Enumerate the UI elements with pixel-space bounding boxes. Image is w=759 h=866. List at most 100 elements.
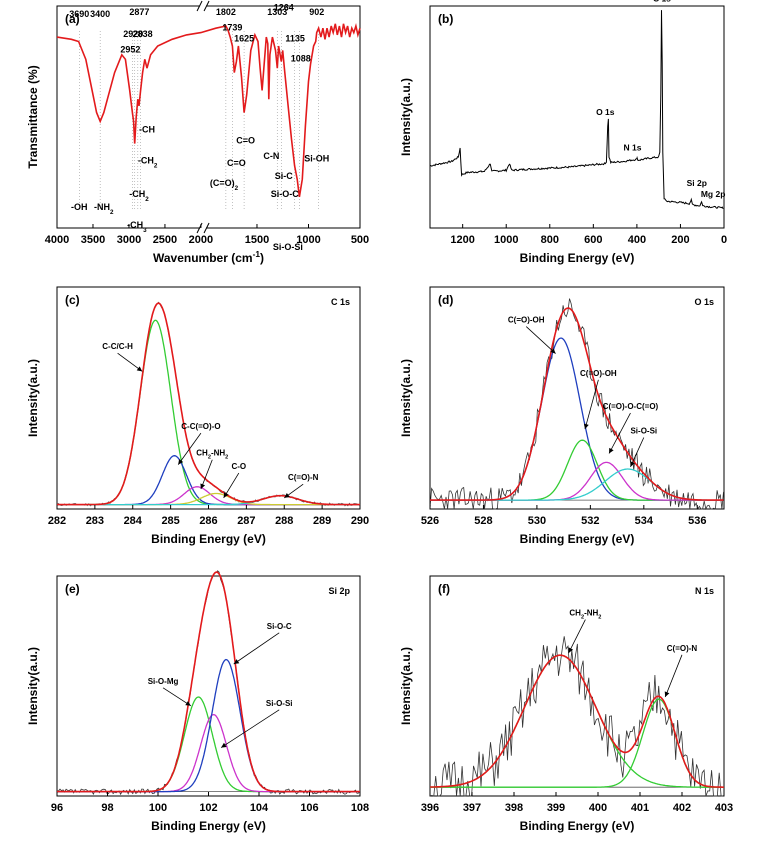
x-tick-label-e: 96 <box>51 802 63 814</box>
x-tick-label-a: 3500 <box>81 234 105 246</box>
peak-label: 1303 <box>267 7 287 17</box>
group-label: Si-O-Si <box>273 242 303 252</box>
peak-label: 2877 <box>129 7 149 17</box>
annotation-arrow <box>200 459 213 490</box>
arrow-head <box>221 742 227 748</box>
x-tick-label-b: 600 <box>584 234 602 246</box>
x-tick-label-a: 2500 <box>153 234 177 246</box>
x-tick-label-f: 401 <box>631 802 649 814</box>
annotation-arrow <box>525 326 556 354</box>
raw-data-f <box>429 636 723 797</box>
x-axis-label-c: Binding Energy (eV) <box>151 532 266 546</box>
x-tick-label-f: 399 <box>547 802 565 814</box>
group-label: -CH2 <box>138 156 158 170</box>
x-tick-label-b: 0 <box>721 234 727 246</box>
component-label: C(=O)-OH <box>508 316 545 325</box>
ftir-spectrum <box>56 22 361 198</box>
x-tick-label-d: 530 <box>528 515 546 527</box>
x-tick-label-a: 2000 <box>189 234 213 246</box>
fit-component-d-1 <box>430 439 724 501</box>
x-tick-label-a: 3000 <box>117 234 141 246</box>
fit-component-d-2 <box>430 461 724 501</box>
panel-label-d: (d) <box>438 293 453 307</box>
component-label: Si-O-C <box>267 622 292 631</box>
peak-label: 3400 <box>90 9 110 19</box>
peak-label: 902 <box>309 7 324 17</box>
component-label: CH2-NH2 <box>196 449 228 461</box>
peak-label: 1088 <box>291 54 311 64</box>
x-tick-label-e: 108 <box>351 802 369 814</box>
x-tick-label-f: 398 <box>505 802 523 814</box>
x-tick-label-b: 400 <box>628 234 646 246</box>
peak-label: 2920 <box>123 29 143 39</box>
peak-label: 2838 <box>133 29 153 39</box>
component-label: C(=O)-OH <box>580 369 617 378</box>
group-label: -NH2 <box>94 202 114 216</box>
region-label-e: Si 2p <box>328 586 350 596</box>
region-label-d: O 1s <box>694 297 714 307</box>
x-tick-label-b: 800 <box>541 234 559 246</box>
x-axis-label-f: Binding Energy (eV) <box>520 819 635 833</box>
x-tick-label-b: 1000 <box>494 234 518 246</box>
x-tick-label-c: 288 <box>275 515 293 527</box>
fit-component-e-2 <box>57 658 360 793</box>
x-tick-label-e: 102 <box>199 802 217 814</box>
peak-annotation: O 1s <box>596 107 615 117</box>
y-axis-label-c: Intensity(a.u.) <box>26 359 40 437</box>
arrow-head <box>185 700 191 706</box>
annotation-arrow <box>630 437 645 467</box>
component-label: CH2-NH2 <box>569 609 601 621</box>
arrow-head <box>609 447 614 454</box>
fit-component-d-0 <box>430 337 724 501</box>
component-label: C-C(=O)-O <box>181 422 220 431</box>
peak-annotation: Si 2p <box>687 178 707 188</box>
x-tick-label-f: 400 <box>589 802 607 814</box>
annotation-arrow <box>584 379 599 430</box>
group-label: -OH <box>71 202 88 212</box>
plot-frame-d <box>429 286 725 510</box>
peak-label: 1135 <box>285 34 305 44</box>
y-axis-label-f: Intensity(a.u.) <box>399 647 413 725</box>
peak-label: 1264 <box>274 2 294 12</box>
x-tick-label-c: 282 <box>48 515 66 527</box>
annotation-arrow <box>568 619 586 654</box>
panel-label-b: (b) <box>438 12 453 26</box>
peak-annotation: C 1s <box>653 0 671 4</box>
peak-label: 1739 <box>222 22 242 32</box>
group-label: -CH <box>139 125 155 135</box>
annotation-arrow <box>664 654 683 698</box>
x-tick-label-d: 534 <box>635 515 654 527</box>
x-tick-label-a: 500 <box>351 234 369 246</box>
peak-annotation: N 1s <box>624 142 642 152</box>
x-tick-label-f: 403 <box>715 802 733 814</box>
x-tick-label-f: 397 <box>463 802 481 814</box>
arrow-head <box>284 492 290 498</box>
group-label: Si-O-C <box>271 189 299 199</box>
x-axis-label-a: Wavenumber (cm-1) <box>153 249 264 265</box>
annotation-arrow <box>162 687 192 707</box>
x-tick-label-b: 1200 <box>450 234 474 246</box>
arrow-head <box>200 483 206 490</box>
group-label: (C=O)2 <box>210 178 239 192</box>
x-tick-label-c: 289 <box>313 515 331 527</box>
component-label: C(=O)-N <box>288 473 319 482</box>
panel-label-a: (a) <box>65 12 80 26</box>
arrow-head <box>233 659 240 664</box>
component-label: C-C/C-H <box>102 342 133 351</box>
x-tick-label-a: 1000 <box>296 234 320 246</box>
x-tick-label-f: 396 <box>421 802 439 814</box>
annotation-arrow <box>117 352 143 372</box>
x-axis-label-b: Binding Energy (eV) <box>520 251 635 265</box>
x-tick-label-f: 402 <box>673 802 691 814</box>
x-tick-label-c: 286 <box>199 515 217 527</box>
plot-frame-b <box>429 5 725 229</box>
y-axis-label-d: Intensity(a.u.) <box>399 359 413 437</box>
component-label: Si-O-Si <box>266 699 293 708</box>
region-label-f: N 1s <box>695 586 714 596</box>
x-tick-label-c: 284 <box>124 515 143 527</box>
axis-break-mark <box>203 222 210 234</box>
x-tick-label-d: 536 <box>688 515 706 527</box>
x-tick-label-c: 285 <box>161 515 179 527</box>
axis-break-mark <box>203 0 210 12</box>
